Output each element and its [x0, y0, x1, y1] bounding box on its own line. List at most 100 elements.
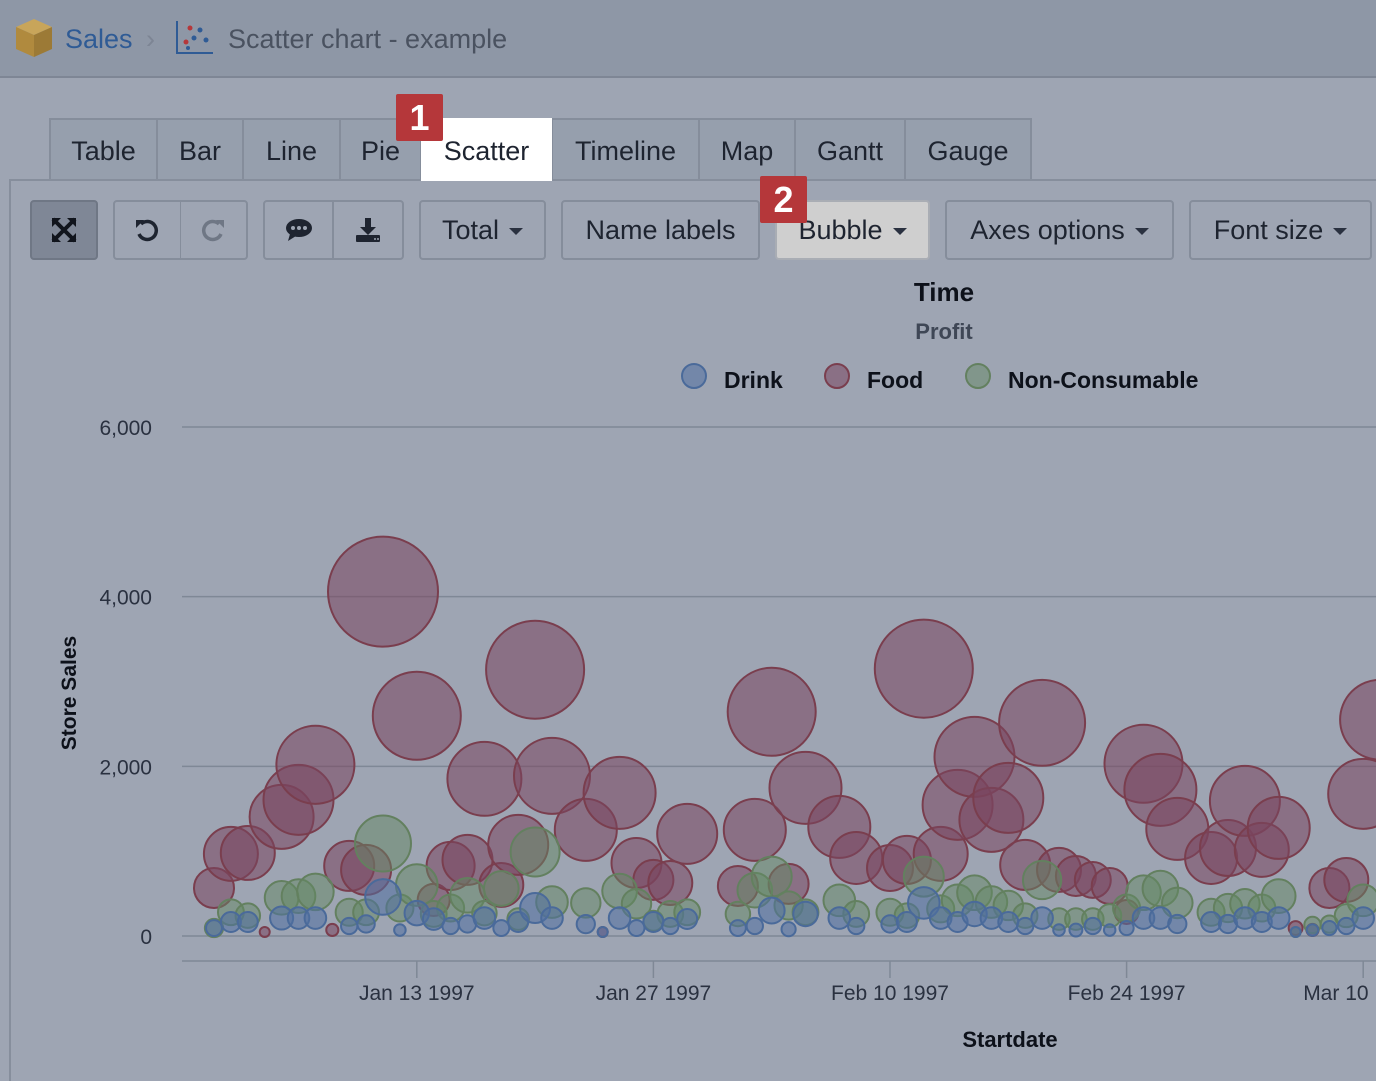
bubble-drink: [880, 914, 900, 934]
bubble-food: [873, 618, 974, 719]
bubble-drink: [1083, 916, 1102, 936]
bubble-drink: [847, 916, 866, 936]
bubble-non-consumable: [354, 814, 412, 873]
bubble-drink: [895, 911, 918, 934]
chart-subtitle: Profit: [915, 319, 973, 344]
bubble-drink: [1102, 923, 1117, 937]
bubble-drink: [661, 916, 680, 936]
step-badge-2: 2: [760, 176, 807, 223]
font-size-label: Font size: [1213, 215, 1324, 245]
breadcrumb-sales-link[interactable]: Sales: [65, 24, 133, 54]
page-title: Scatter chart - example: [228, 24, 508, 54]
bubble-drink: [205, 919, 223, 937]
tab-map[interactable]: Map: [698, 118, 796, 179]
bubble-drink: [1321, 919, 1338, 937]
bubble-drink: [780, 921, 797, 938]
redo-button[interactable]: [180, 200, 248, 260]
bubble-food: [485, 619, 586, 720]
y-tick-label: 4,000: [99, 587, 152, 610]
bubble-non-consumable: [482, 870, 520, 907]
bubble-drink: [627, 919, 646, 937]
x-tick-label: Feb 24 1997: [1068, 982, 1186, 1005]
fullscreen-icon: [51, 217, 77, 243]
bubble-food: [1246, 795, 1311, 860]
redo-icon: [202, 219, 224, 242]
bubble-drink: [356, 914, 376, 934]
comment-button[interactable]: [263, 200, 334, 260]
bubble-drink: [1016, 916, 1035, 936]
x-tick-label: Mar 10: [1303, 982, 1368, 1005]
y-axis: 0 2,000 4,000 6,000: [99, 417, 152, 949]
fullscreen-button[interactable]: [30, 200, 98, 260]
legend-label: Drink: [724, 367, 783, 393]
bubble-drink: [441, 916, 460, 936]
bubble-non-consumable: [570, 887, 602, 919]
bubble-drink: [607, 906, 632, 930]
bubble-food: [371, 670, 462, 761]
bubbles: [193, 535, 1376, 939]
bubble-food: [1339, 678, 1376, 761]
bubble-drink: [596, 926, 609, 939]
bubble-food: [325, 922, 340, 938]
bubble-drink: [1068, 922, 1084, 938]
legend-label: Non-Consumable: [1008, 367, 1198, 393]
tab-gauge[interactable]: Gauge: [904, 118, 1032, 179]
caret-down-icon: [509, 228, 524, 236]
bubble-food: [972, 761, 1045, 834]
y-axis-title: Store Sales: [58, 636, 81, 750]
bubble-food: [722, 797, 787, 862]
caret-down-icon: [1333, 228, 1348, 236]
bubble-drink: [575, 913, 596, 935]
legend-marker-non-consumable: [965, 363, 991, 389]
bubble-drink: [364, 878, 402, 916]
bubble-non-consumable: [394, 863, 439, 907]
name-labels-button[interactable]: Name labels: [561, 200, 760, 260]
bubble-drink: [676, 908, 699, 931]
bubble-drink: [1167, 913, 1188, 935]
bubble-non-consumable: [1021, 859, 1063, 901]
undo-button[interactable]: [113, 200, 181, 260]
tab-line[interactable]: Line: [242, 118, 341, 179]
bubble-drink: [827, 906, 852, 930]
bubble-drink: [1118, 919, 1135, 937]
comment-icon: [285, 219, 312, 241]
bubble-drink: [1305, 923, 1320, 937]
bubble-drink: [1337, 916, 1356, 936]
bubble-food: [647, 859, 694, 906]
bubble-drink: [642, 911, 665, 934]
tab-gantt[interactable]: Gantt: [794, 118, 906, 179]
font-size-dropdown[interactable]: Font size: [1189, 200, 1372, 260]
bubble-food: [998, 678, 1087, 767]
bubble-drink: [757, 896, 786, 925]
x-tick-label: Jan 27 1997: [596, 982, 712, 1005]
x-tick-label: Jan 13 1997: [359, 982, 475, 1005]
bubble-drink: [540, 906, 564, 930]
bubble-food: [258, 926, 271, 939]
x-axis: Jan 13 1997 Jan 27 1997 Feb 10 1997 Feb 24 …: [182, 960, 1376, 1005]
bubble-drink: [1052, 923, 1066, 937]
chart-title: Time: [914, 277, 974, 307]
tab-table[interactable]: Table: [49, 118, 158, 179]
bubble-drink: [792, 900, 819, 928]
bubble-drink: [1351, 906, 1376, 930]
bubble-food: [656, 802, 719, 865]
download-button[interactable]: [332, 200, 404, 260]
bubble-food: [582, 755, 657, 830]
y-tick-label: 2,000: [99, 756, 152, 779]
undo-icon: [136, 219, 158, 242]
bubble-food: [1327, 757, 1376, 830]
x-tick-label: Feb 10 1997: [831, 982, 949, 1005]
y-tick-label: 0: [140, 926, 152, 949]
total-dropdown[interactable]: Total: [419, 200, 546, 260]
tab-pie[interactable]: Pie: [339, 118, 422, 179]
tab-bar[interactable]: Bar: [156, 118, 244, 179]
legend-label: Food: [867, 367, 923, 393]
axes-options-dropdown[interactable]: Axes options: [945, 200, 1174, 260]
bubble-food: [446, 740, 523, 817]
step-badge-1: 1: [396, 94, 443, 141]
cube-icon: [16, 19, 52, 57]
axes-options-label: Axes options: [970, 215, 1125, 245]
bubble-drink: [421, 907, 446, 931]
legend: Drink Food Non-Consumable: [681, 363, 1198, 393]
